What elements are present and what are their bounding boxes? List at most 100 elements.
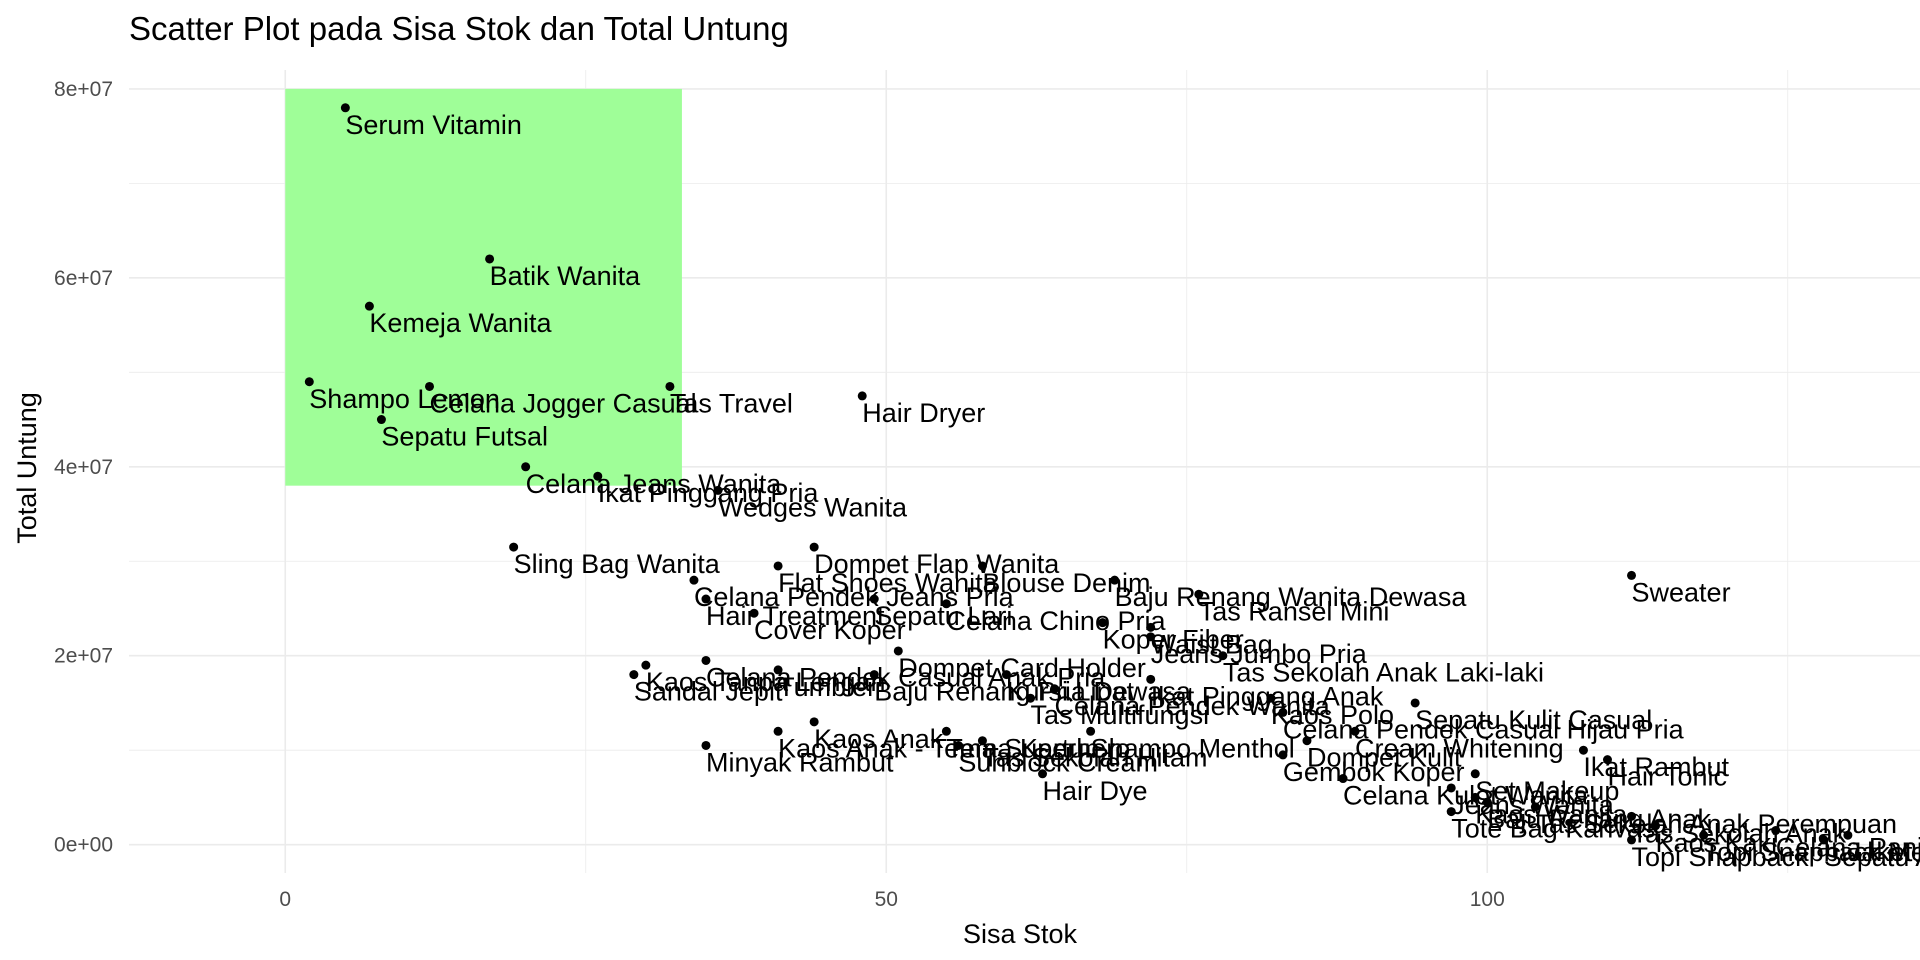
data-point <box>593 471 603 481</box>
data-point <box>713 485 723 495</box>
data-point <box>701 740 711 750</box>
data-point <box>521 462 531 472</box>
data-point <box>941 599 951 609</box>
point-label: Tas Multifungsi <box>1031 700 1210 730</box>
data-point <box>1530 802 1540 812</box>
point-label: Gembok Koper <box>1283 757 1465 787</box>
data-point <box>1050 684 1060 694</box>
data-point <box>893 646 903 656</box>
point-label: Ikat Pinggang Anak <box>1151 681 1384 711</box>
point-label: Tema Kartun <box>946 733 1099 763</box>
point-label: Celana Jogger Casual <box>430 388 697 418</box>
point-label: Baju Renang Anak <box>1487 804 1711 834</box>
point-label: Tumbler <box>778 672 876 702</box>
point-label: Jeans Wanita <box>1451 790 1615 820</box>
point-label: Jeans Jumbo Pria <box>1151 639 1368 669</box>
data-point <box>749 608 759 618</box>
point-label: Hair Dye <box>1043 776 1148 806</box>
point-label: Dompet Flap Wanita <box>814 549 1060 579</box>
point-label: Jaket Denim <box>1848 837 1920 867</box>
data-point <box>1146 674 1156 684</box>
data-point <box>1350 726 1360 736</box>
data-point <box>1038 769 1048 779</box>
data-point <box>977 736 987 746</box>
data-point <box>1771 825 1781 835</box>
highlight-region <box>285 88 682 486</box>
point-label: Tas Ransel Mini <box>1199 596 1390 626</box>
axis-ticks: 0 50 100 0e+00 2e+07 4e+07 6e+07 8e+07 <box>54 78 1505 911</box>
y-tick-label: 0e+00 <box>54 834 113 857</box>
point-label: Celana Jeans Wanita <box>526 469 783 499</box>
data-point <box>1098 618 1108 628</box>
y-tick-label: 6e+07 <box>54 267 113 290</box>
point-label: Cream Whitening <box>1355 733 1564 763</box>
data-point <box>304 377 314 387</box>
point-label: Hair Treatment <box>706 601 885 631</box>
data-point <box>1086 726 1096 736</box>
data-point <box>1338 774 1348 784</box>
data-point <box>1146 632 1156 642</box>
data-point <box>665 381 675 391</box>
point-label: Sepatu Futsal <box>381 422 548 452</box>
y-tick-label: 8e+07 <box>54 78 113 101</box>
point-label: Cover Koper <box>754 615 906 645</box>
point-label: Celana Pendek Casual Hijau Pria <box>1283 714 1685 744</box>
point-label: Koper Fiber <box>1103 625 1244 655</box>
data-point <box>977 561 987 571</box>
point-label: Celana Pendek Jeans Pria <box>694 582 1015 612</box>
point-label: Celana Chino Pria <box>946 606 1166 636</box>
x-axis-title: Sisa Stok <box>963 919 1078 949</box>
data-point <box>857 391 867 401</box>
point-label: Waist Bag <box>1151 629 1273 659</box>
data-point <box>1627 835 1637 845</box>
y-axis-title: Total Untung <box>12 392 42 544</box>
data-point <box>953 740 963 750</box>
data-point <box>485 254 495 264</box>
point-label: Ikat Rambut <box>1583 752 1729 782</box>
point-label: Kaos Anak - Tema Superhero <box>778 733 1130 763</box>
data-point <box>809 542 819 552</box>
point-label: Tas Sekolah Anak Laki-laki <box>1223 658 1544 688</box>
point-label: Serum Vitamin <box>345 110 522 140</box>
data-point <box>1699 830 1709 840</box>
point-label: Shampo Lemon <box>309 384 500 414</box>
y-tick-label: 4e+07 <box>54 456 113 479</box>
data-point <box>869 594 879 604</box>
point-label: Sunblock Cream <box>958 747 1158 777</box>
data-points <box>304 103 1853 845</box>
point-label: Sling Bag Wanita <box>514 549 721 579</box>
point-label: Set Makeup <box>1475 776 1619 806</box>
point-label: Kaos Wanita <box>1475 799 1628 829</box>
data-point <box>1627 570 1637 580</box>
point-label: Sepatu Anak <box>1824 842 1920 872</box>
point-label: Sepatu Kulit Casual <box>1415 705 1652 735</box>
data-point <box>641 660 651 670</box>
point-label: Hair Tonic <box>1607 762 1727 792</box>
point-label: Topi Snapback Merah <box>1704 837 1920 867</box>
point-label: Batik Wanita <box>490 261 642 291</box>
data-point <box>1819 835 1829 845</box>
data-point <box>1602 755 1612 765</box>
data-point <box>340 103 350 113</box>
x-tick-label: 0 <box>279 888 291 911</box>
point-label: Wedges Wanita <box>718 492 908 522</box>
point-label: Ikat Pinggang Pria <box>598 478 820 508</box>
data-point <box>1843 830 1853 840</box>
data-point <box>1578 745 1588 755</box>
point-label: Baju Renang Wanita Dewasa <box>1115 582 1468 612</box>
data-point <box>1651 821 1661 831</box>
point-label: Celana Panjang Anak <box>1776 832 1920 862</box>
point-label: Dompet Kulit <box>1307 743 1462 773</box>
data-point <box>773 561 783 571</box>
data-point <box>869 670 879 680</box>
x-tick-label: 100 <box>1470 888 1505 911</box>
point-label: Kursi Lipat <box>1006 677 1134 707</box>
data-point <box>1266 693 1276 703</box>
data-point <box>773 726 783 736</box>
point-label: Tote Bag Kanvas <box>1451 814 1655 844</box>
point-label: Tas Sekolah Anak <box>1632 818 1847 848</box>
x-tick-label: 50 <box>875 888 898 911</box>
data-point <box>1026 693 1036 703</box>
data-point <box>1410 698 1420 708</box>
